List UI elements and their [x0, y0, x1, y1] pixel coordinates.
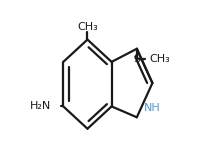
Text: H₂N: H₂N: [30, 101, 51, 111]
Text: CH₃: CH₃: [77, 22, 98, 32]
Text: NH: NH: [143, 103, 160, 113]
Text: S: S: [133, 54, 140, 64]
Text: CH₃: CH₃: [149, 54, 170, 64]
